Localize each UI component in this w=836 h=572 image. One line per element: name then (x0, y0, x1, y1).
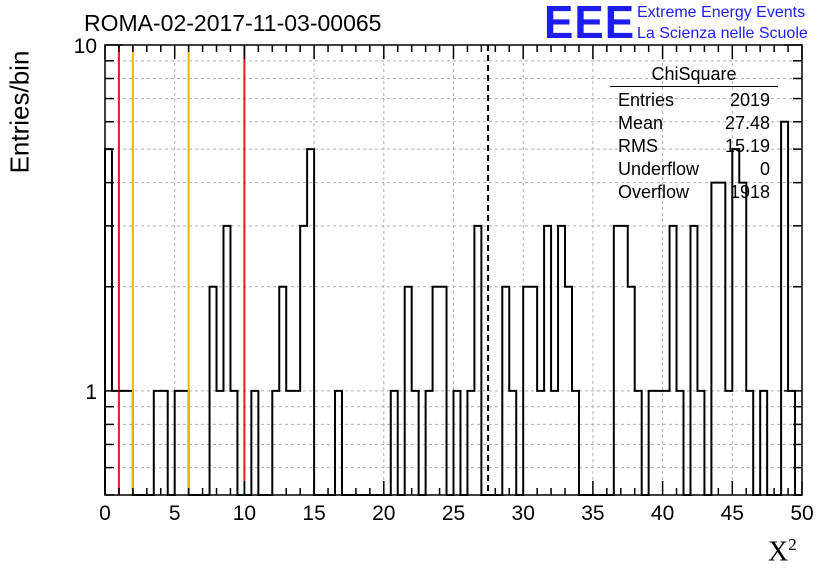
y-axis-label: Entries/bin (4, 50, 35, 174)
histogram-bin (614, 226, 621, 495)
stat-value: 0 (759, 159, 770, 179)
x-tick-label: 25 (442, 502, 465, 525)
x-tick-label: 15 (302, 502, 325, 525)
marker-lines (117, 45, 490, 495)
axis-ticks: 0 5 10 15 20 25 30 35 40 45 50 1 10 (74, 35, 814, 525)
chart-title: ROMA-02-2017-11-03-00065 (84, 10, 382, 36)
histogram-bin (474, 226, 481, 495)
histogram-bin (711, 183, 718, 495)
stat-row-overflow: Overflow 1918 (610, 181, 778, 204)
x-tick-label: 30 (512, 502, 535, 525)
stat-label: Underflow (618, 159, 700, 179)
stat-label: Mean (618, 113, 664, 133)
stat-value: 15.19 (724, 136, 770, 156)
y-tick-label: 10 (74, 35, 97, 58)
logo-caption-line2: La Scienza nelle Scuole (637, 25, 808, 42)
histogram-bin (781, 122, 788, 495)
histogram-bin (300, 226, 307, 495)
stat-row-underflow: Underflow 0 (610, 158, 778, 181)
histogram-bin (307, 149, 314, 495)
histogram-bin (739, 183, 746, 495)
x-tick-label: 35 (581, 502, 604, 525)
histogram-bin (670, 226, 677, 495)
histogram-bin (558, 226, 565, 495)
x-axis-label-base: X (768, 536, 789, 568)
stat-row-mean: Mean 27.48 (610, 112, 778, 135)
stat-value: 27.48 (724, 113, 770, 133)
histogram-bin (718, 183, 725, 495)
y-tick-label: 1 (85, 381, 97, 404)
x-axis-label-superscript: 2 (788, 535, 797, 554)
stat-row-rms: RMS 15.19 (610, 135, 778, 158)
stat-label: Entries (618, 90, 675, 110)
eee-logo: EEE (544, 0, 636, 49)
x-tick-label: 20 (372, 502, 395, 525)
histogram-bin (621, 226, 628, 495)
x-tick-label: 10 (233, 502, 256, 525)
stat-label: RMS (618, 136, 658, 156)
x-tick-label: 5 (169, 502, 181, 525)
x-tick-label: 45 (721, 502, 744, 525)
stat-value: 2019 (729, 90, 770, 110)
x-axis-label: X2 (768, 535, 797, 568)
histogram-bin (105, 149, 112, 495)
x-tick-label: 0 (99, 502, 111, 525)
x-tick-label: 50 (790, 502, 813, 525)
stats-title: ChiSquare (610, 64, 778, 87)
stats-box: ChiSquare Entries 2019 Mean 27.48 RMS 15… (610, 64, 778, 204)
logo-caption-line1: Extreme Energy Events (637, 4, 806, 21)
histogram-bin (690, 226, 697, 495)
stat-value: 1918 (729, 182, 770, 202)
stat-label: Overflow (618, 182, 690, 202)
stat-row-entries: Entries 2019 (610, 89, 778, 112)
histogram-bin (544, 226, 551, 495)
x-tick-label: 40 (651, 502, 674, 525)
histogram-bin (223, 226, 230, 495)
